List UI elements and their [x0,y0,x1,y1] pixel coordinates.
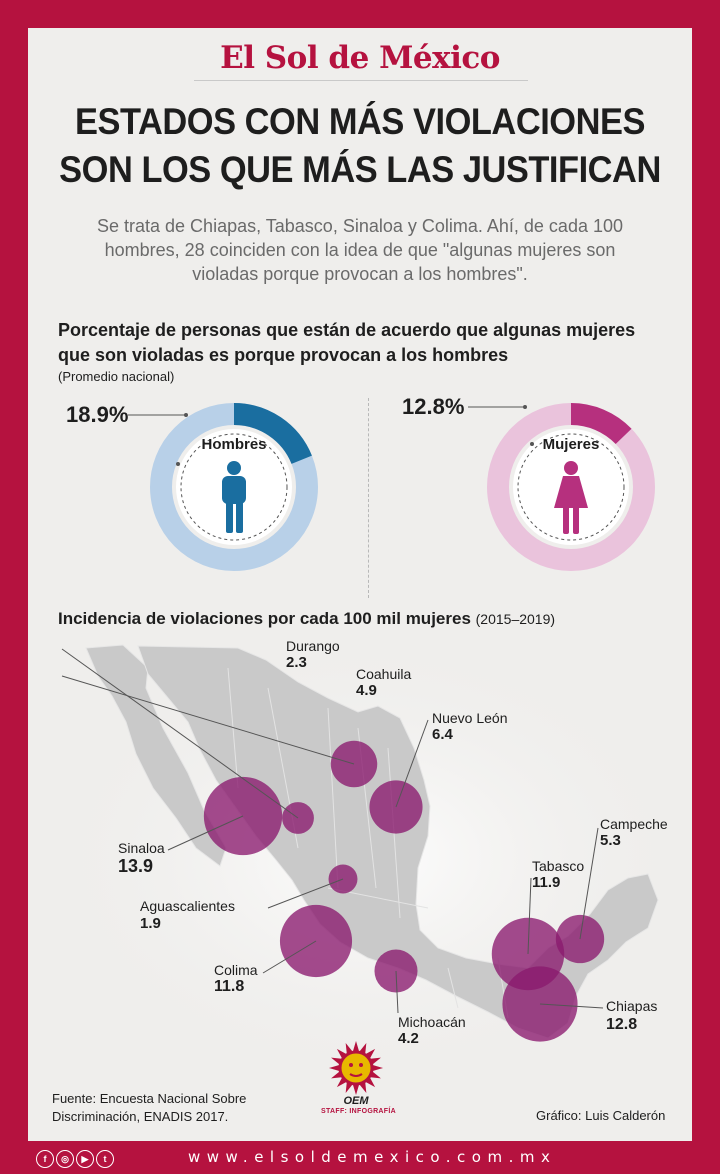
sun-ray [345,1082,353,1093]
map-mainland [137,645,659,1039]
state-value-tabasco: 11.9 [532,874,561,891]
site-url[interactable]: www.elsoldemexico.com.mx [188,1148,557,1166]
leader-durango [61,648,299,819]
state-value-durango: 2.3 [286,654,307,671]
leader-dot [530,442,534,446]
state-label-michoacan: Michoacán [398,1014,466,1030]
donut-inner-ring [517,433,625,541]
donut-hombres [128,403,318,571]
state-value-colima: 11.8 [214,978,245,995]
leader-sinaloa [167,815,244,851]
map-baja-california [85,644,227,867]
leader-colima [262,940,317,974]
state-value-michoacan: 4.2 [398,1030,419,1047]
state-value-sinaloa: 13.9 [118,856,154,876]
leader-aguascalientes [267,878,344,909]
headline: ESTADOS CON MÁS VIOLACIONES SON LOS QUE … [51,98,669,194]
state-label-nuevo-leon: Nuevo León [432,710,508,726]
donut-charts [128,403,655,571]
leader-tabasco [527,877,532,955]
leader-michoacan [395,970,399,1014]
donut-mujeres [468,403,655,571]
masthead-logo: El Sol de México [220,40,500,76]
donut-value-arc [487,403,655,571]
leader-campeche [579,827,599,940]
leader-dot [176,462,180,466]
leader-chiapas [539,1003,604,1009]
credit: Gráfico: Luis Calderón [536,1108,666,1123]
map-period: (2015–2019) [475,611,556,627]
sun-ray [359,1043,367,1054]
leader-dot [184,413,188,417]
donut-divider [368,398,369,598]
state-value-nuevo-leon: 6.4 [432,726,453,743]
source-text: Fuente: Encuesta Nacional Sobre Discrimi… [52,1091,247,1124]
mujeres-label: Mujeres [542,436,600,453]
staff-label: STAFF: INFOGRAFÍA [321,1108,396,1115]
sun-ray [345,1043,353,1054]
sun-ray [359,1082,367,1093]
man-icon [222,461,246,533]
donut-value-arc [150,403,318,571]
twitter-icon[interactable]: t [96,1150,114,1168]
infographic-panel: El Sol de México ESTADOS CON MÁS VIOLACI… [28,28,692,1141]
sun-ray [329,1064,340,1072]
mujeres-percent: 12.8% [402,394,465,419]
state-label-chiapas: Chiapas [606,998,658,1014]
leader-coahuila [61,675,355,765]
map-title-text: Incidencia de violaciones por cada 100 m… [58,609,471,628]
state-value-chiapas: 12.8 [606,1016,638,1033]
leader-nuevo-leon [395,719,429,808]
woman-icon [554,461,588,534]
state-value-aguascalientes: 1.9 [140,915,161,932]
state-label-aguascalientes: Aguascalientes [140,898,235,914]
state-label-tabasco: Tabasco [532,858,585,874]
leader-dot [523,405,527,409]
oem-logo-text: OEM [343,1095,369,1107]
state-label-campeche: Campeche [600,816,668,832]
state-value-campeche: 5.3 [600,832,621,849]
sun-ray [370,1057,381,1065]
masthead-divider [194,80,528,81]
headline-line-1: ESTADOS CON MÁS VIOLACIONES [75,101,645,142]
question-note: (Promedio nacional) [58,369,175,384]
sun-ray [331,1057,342,1065]
headline-line-2: SON LOS QUE MÁS LAS JUSTIFICAN [59,149,661,190]
sun-ray [372,1064,383,1072]
instagram-icon[interactable]: ◎ [56,1150,74,1168]
donut-inner-ring [180,433,288,541]
hombres-label: Hombres [201,436,267,453]
state-label-sinaloa: Sinaloa [118,840,165,856]
sun-ray [352,1084,360,1095]
subtitle: Se trata de Chiapas, Tabasco, Sinaloa y … [97,216,623,284]
sun-ray [331,1071,342,1079]
state-value-coahuila: 4.9 [356,682,377,699]
map-title: Incidencia de violaciones por cada 100 m… [58,609,555,629]
leader-lines [61,648,604,1014]
oem-logo [329,1041,383,1095]
state-label-colima: Colima [214,962,258,978]
facebook-icon[interactable]: f [36,1150,54,1168]
sun-ray [352,1041,360,1052]
sun-rays [329,1041,383,1095]
hombres-percent: 18.9% [66,402,129,427]
state-label-coahuila: Coahuila [356,666,412,682]
question-text: Porcentaje de personas que están de acue… [58,320,636,365]
mexico-map [38,628,692,1088]
state-label-durango: Durango [286,638,340,654]
source-note: Fuente: Encuesta Nacional Sobre Discrimi… [52,1090,262,1126]
youtube-icon[interactable]: ▶ [76,1150,94,1168]
sun-ray [370,1071,381,1079]
